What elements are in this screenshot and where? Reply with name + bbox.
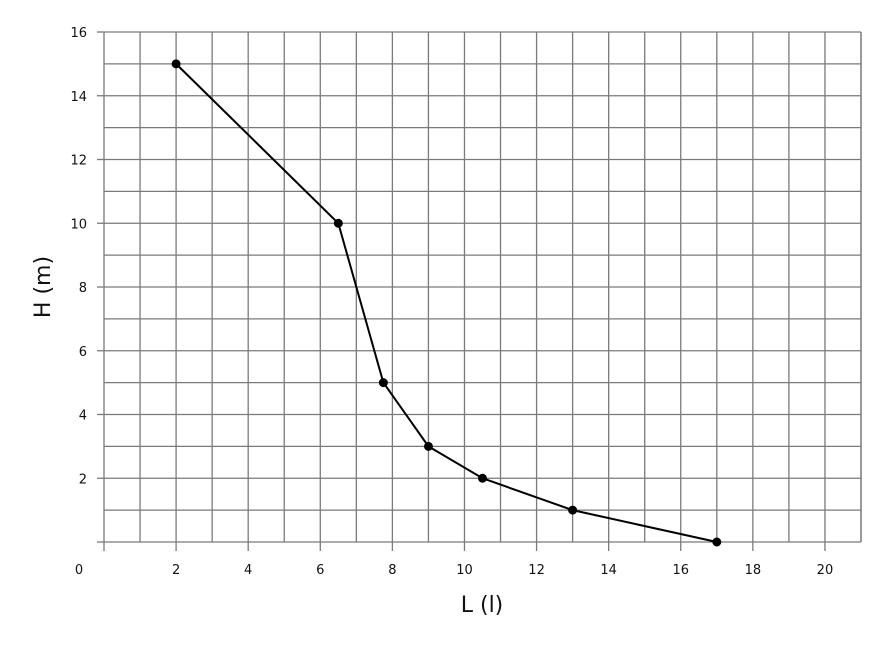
data-point: [171, 59, 181, 69]
y-tick-label: 8: [79, 281, 87, 296]
x-tick-label: 8: [388, 563, 396, 578]
x-tick-label: 12: [528, 563, 545, 578]
series-line: [175, 63, 718, 543]
grid: [103, 31, 862, 543]
data-point: [378, 378, 388, 388]
y-tick-label: 4: [79, 409, 87, 424]
series: [171, 59, 722, 547]
y-axis-label: H (m): [31, 256, 56, 318]
x-tick-label: 16: [672, 563, 689, 578]
y-tick-label: 10: [70, 217, 87, 232]
data-point: [478, 473, 487, 483]
x-tick-label: 10: [456, 563, 473, 578]
x-tick-label: 0: [75, 563, 83, 578]
x-tick-label: 20: [817, 563, 834, 578]
x-tick-label: 6: [316, 563, 324, 578]
y-tick-label: 12: [70, 154, 87, 169]
y-tick-label: 6: [79, 345, 87, 360]
data-point: [712, 537, 722, 547]
x-tick-label: 18: [745, 563, 762, 578]
x-tick-label: 14: [600, 563, 617, 578]
y-tick-label: 14: [70, 90, 87, 105]
data-point: [333, 218, 343, 228]
ticks: 0 2 4 6 8 10 12 14 16 18 20 2 4 6 8 10 12 14 16: [70, 26, 833, 578]
x-axis-label: L (l): [461, 593, 504, 618]
data-point: [568, 505, 578, 515]
x-tick-label: 2: [172, 563, 180, 578]
x-tick-label: 4: [244, 563, 252, 578]
y-tick-label: 2: [79, 472, 87, 487]
data-point: [423, 441, 433, 451]
y-tick-label: 16: [70, 26, 87, 41]
